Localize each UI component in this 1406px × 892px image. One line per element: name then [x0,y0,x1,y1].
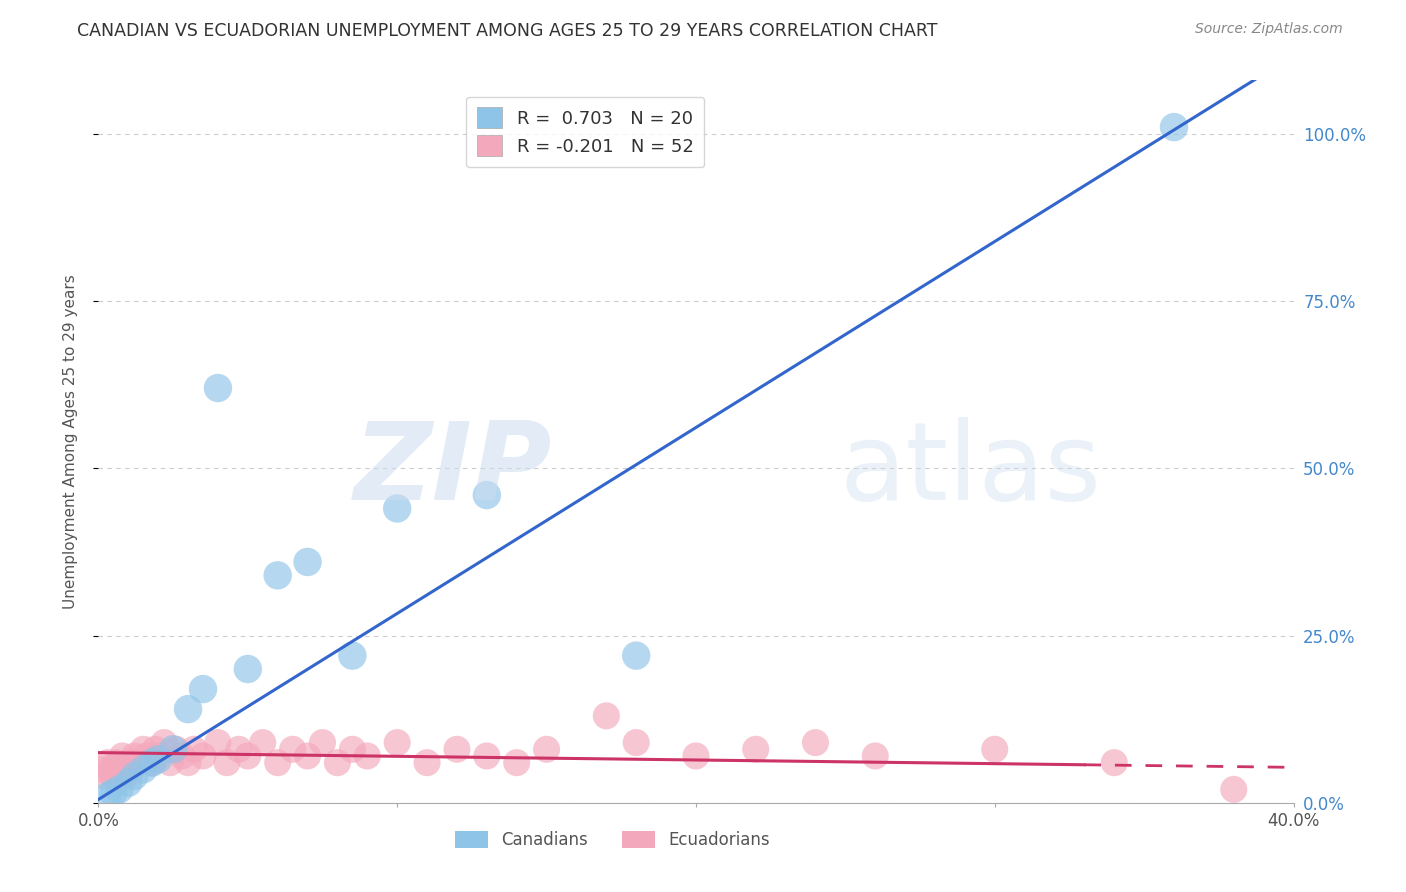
Point [165,742,187,756]
Point [228,742,250,756]
Point [191,681,214,696]
Point [475,749,498,764]
Point [132,742,155,756]
Point [536,742,558,756]
Point [984,742,1007,756]
Y-axis label: Unemployment Among Ages 25 to 29 years: Unemployment Among Ages 25 to 29 years [63,274,77,609]
Point [252,735,274,749]
Point [96,756,118,770]
Point [297,555,319,569]
Point [90,762,112,776]
Point [1223,782,1246,797]
Point [162,742,184,756]
Point [172,749,194,764]
Point [385,735,409,749]
Point [141,756,163,770]
Point [191,749,214,764]
Point [141,756,163,770]
Point [148,752,170,766]
Point [108,762,131,776]
Point [159,756,181,770]
Point [804,735,827,749]
Point [215,756,238,770]
Point [311,735,333,749]
Point [745,742,768,756]
Legend: Canadians, Ecuadorians: Canadians, Ecuadorians [449,824,776,856]
Point [153,735,176,749]
Point [93,769,115,783]
Point [326,756,349,770]
Point [446,742,468,756]
Point [103,786,125,800]
Point [342,648,364,663]
Point [356,749,378,764]
Point [111,749,134,764]
Point [1163,120,1185,135]
Point [297,749,319,764]
Point [103,769,125,783]
Point [124,749,146,764]
Point [148,749,170,764]
Point [132,762,155,776]
Point [475,488,498,502]
Point [267,568,290,582]
Point [207,735,229,749]
Point [626,648,648,663]
Point [127,756,149,770]
Point [117,756,139,770]
Point [267,756,290,770]
Point [685,749,707,764]
Point [96,789,118,804]
Text: ZIP: ZIP [354,417,553,524]
Point [177,756,200,770]
Point [135,749,157,764]
Text: Source: ZipAtlas.com: Source: ZipAtlas.com [1195,22,1343,37]
Point [117,776,139,790]
Text: CANADIAN VS ECUADORIAN UNEMPLOYMENT AMONG AGES 25 TO 29 YEARS CORRELATION CHART: CANADIAN VS ECUADORIAN UNEMPLOYMENT AMON… [77,22,938,40]
Point [236,749,259,764]
Point [236,662,259,676]
Text: atlas: atlas [839,417,1101,524]
Point [108,782,131,797]
Point [98,762,122,776]
Point [626,735,648,749]
Point [595,708,617,723]
Point [143,742,166,756]
Point [183,742,205,756]
Point [281,742,304,756]
Point [342,742,364,756]
Point [124,769,146,783]
Point [177,702,200,716]
Point [385,501,409,516]
Point [105,756,128,770]
Point [114,769,136,783]
Point [207,381,229,395]
Point [120,762,142,776]
Point [1104,756,1126,770]
Point [506,756,529,770]
Point [416,756,439,770]
Point [865,749,887,764]
